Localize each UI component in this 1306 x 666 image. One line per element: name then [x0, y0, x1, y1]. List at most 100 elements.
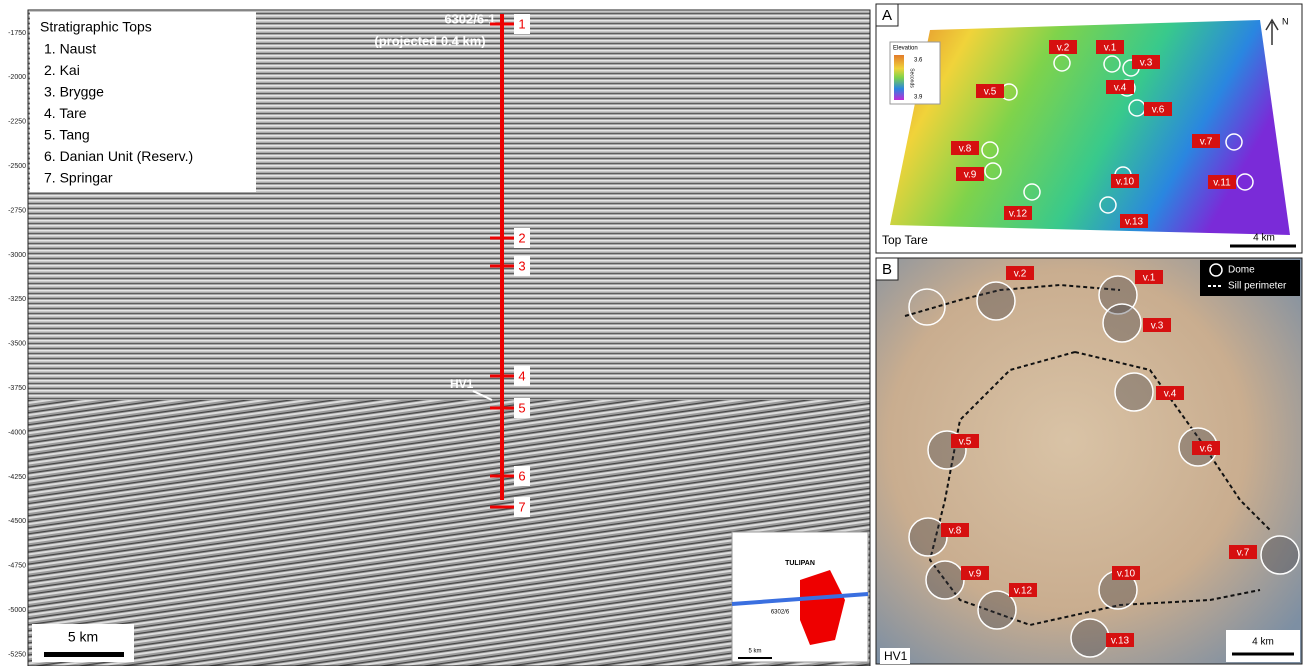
inset-well: 6302/6: [771, 610, 790, 616]
volcano-box: [1156, 386, 1184, 400]
volcano-label: v.8: [949, 526, 962, 537]
marker-box: [514, 497, 530, 517]
volcano-label: v.12: [1014, 586, 1033, 597]
volcano-label: v.4: [1164, 389, 1177, 400]
volcano-label: v.7: [1237, 548, 1250, 559]
volcano-label: v.8: [959, 144, 972, 155]
legend-item: Dome: [1228, 265, 1255, 276]
marker-label: 4: [518, 368, 525, 383]
volcano-box: [1096, 40, 1124, 54]
volcano-label: v.7: [1200, 137, 1213, 148]
surface-map: [890, 20, 1290, 235]
legend-box: [1200, 260, 1300, 296]
depth-label: -4750: [8, 563, 26, 570]
volcano-label: v.4: [1114, 83, 1127, 94]
hv1-arrow: [472, 390, 493, 401]
sill-perimeter: [904, 283, 1271, 627]
dome-circle: [981, 141, 999, 159]
marker-label: 6: [518, 468, 525, 483]
dome-circle: [1103, 55, 1121, 73]
dome-circle: [1114, 372, 1154, 412]
volcano-box: [1208, 175, 1236, 189]
depth-label: -2250: [8, 119, 26, 126]
legend-dome: [1209, 263, 1223, 277]
colorbar-bottom: 3.9: [914, 95, 923, 101]
depth-label: -5250: [8, 651, 26, 658]
dome-circle: [1023, 183, 1041, 201]
depth-label: -2500: [8, 163, 26, 170]
dome-circle: [1053, 54, 1071, 72]
volcano-label: v.13: [1111, 636, 1130, 647]
colorbar: [894, 55, 904, 100]
colorbar-title: Elevation: [893, 46, 918, 52]
scale-bar: [44, 652, 124, 657]
marker-label: 7: [518, 499, 525, 514]
volcano-label: v.6: [1200, 444, 1213, 455]
volcano-box: [1106, 80, 1134, 94]
inset-scale: 5 km: [748, 649, 761, 655]
depth-label: -3000: [8, 252, 26, 259]
volcano-box: [1106, 633, 1134, 647]
panel-letter: B: [882, 261, 892, 278]
legend-item: 1. Naust: [44, 41, 96, 57]
dome-circle: [1099, 196, 1117, 214]
volcano-box: [976, 84, 1004, 98]
volcano-label: v.3: [1151, 321, 1164, 332]
volcano-box: [1132, 55, 1160, 69]
volcano-label: v.3: [1140, 58, 1153, 69]
volcano-box: [1112, 566, 1140, 580]
marker-box: [514, 466, 530, 486]
scale-label: 4 km: [1252, 637, 1274, 648]
dome-circle: [1102, 303, 1142, 343]
depth-label: -3250: [8, 296, 26, 303]
depth-label: -1750: [8, 30, 26, 37]
volcano-box: [1144, 102, 1172, 116]
volcano-label: v.2: [1014, 269, 1027, 280]
volcano-box: [1192, 441, 1220, 455]
volcano-box: [1143, 318, 1171, 332]
legend-item: 4. Tare: [44, 105, 87, 121]
legend-item: 7. Springar: [44, 170, 113, 186]
depth-label: -3500: [8, 341, 26, 348]
marker-box: [514, 14, 530, 34]
depth-label: -4500: [8, 518, 26, 525]
marker-box: [514, 256, 530, 276]
marker-box: [514, 398, 530, 418]
tulipan-field: [800, 570, 845, 645]
marker-label: 5: [518, 400, 525, 415]
volcano-label: v.11: [1213, 178, 1231, 189]
panel-caption: HV1: [884, 649, 908, 663]
dome-circle: [984, 162, 1002, 180]
volcano-box: [1009, 583, 1037, 597]
colorbar-top: 3.6: [914, 58, 923, 64]
volcano-label: v.6: [1152, 105, 1165, 116]
volcano-box: [951, 434, 979, 448]
dome-circle: [1236, 173, 1254, 191]
well-name: 6302/6-1: [444, 11, 495, 26]
volcano-box: [951, 141, 979, 155]
panel-letter: A: [882, 7, 892, 24]
seismic-lower: [28, 400, 870, 666]
marker-box: [514, 228, 530, 248]
volcano-label: v.1: [1104, 43, 1117, 54]
inset-title: TULIPAN: [785, 560, 815, 567]
dome-circle: [976, 281, 1016, 321]
scale-label: 5 km: [68, 629, 98, 645]
legend-item: 2. Kai: [44, 62, 80, 78]
volcano-box: [1049, 40, 1077, 54]
section-line: [731, 592, 869, 606]
legend-item: 5. Tang: [44, 127, 90, 143]
volcano-label: v.13: [1125, 217, 1144, 228]
north: N: [1282, 16, 1289, 26]
dome-circle: [1225, 133, 1243, 151]
volcano-box: [1135, 270, 1163, 284]
volcano-label: v.10: [1117, 569, 1136, 580]
marker-label: 1: [518, 16, 525, 31]
depth-label: -4250: [8, 474, 26, 481]
scale-box: [1226, 630, 1300, 662]
volcano-box: [1004, 206, 1032, 220]
dome-circle: [1260, 535, 1300, 575]
volcano-box: [941, 523, 969, 537]
dome-circle: [908, 288, 946, 326]
volcano-box: [1192, 134, 1220, 148]
